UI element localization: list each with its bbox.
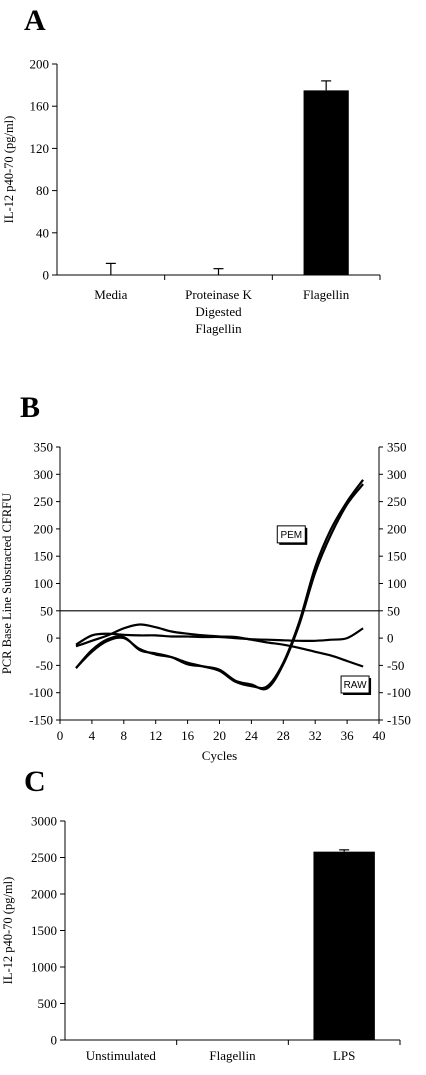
y-tick-label-right: 100 [387, 576, 407, 591]
y-tick-label: 200 [30, 57, 50, 72]
y-tick-label: 160 [30, 99, 50, 114]
category-label: Flagellin [303, 287, 350, 302]
x-tick-label: 40 [373, 728, 386, 743]
y-tick-label-left: -150 [29, 713, 53, 728]
x-tick-label: 12 [149, 728, 162, 743]
y-tick-label-left: 0 [47, 631, 54, 646]
y-axis-label: IL-12 p40-70 (pg/ml) [2, 116, 16, 224]
x-tick-label: 32 [309, 728, 322, 743]
y-tick-label-left: 50 [40, 603, 53, 618]
chart-c: 0 500 1000 1500 2000 2500 3000 IL-12 p40-70 (pg… [1, 814, 400, 1064]
y-tick-label-left: 300 [34, 467, 54, 482]
y-tick-label: 500 [38, 996, 58, 1011]
annotation-pem: PEM [277, 526, 307, 545]
y-tick-label-right: 250 [387, 494, 407, 509]
annotation-raw: RAW [341, 676, 371, 695]
y-tick-label-left: 150 [34, 549, 54, 564]
y-tick-label-right: 350 [387, 440, 407, 455]
series-line-3 [76, 484, 363, 689]
y-tick-label-right: 300 [387, 467, 407, 482]
panel-letter-a: A [24, 4, 46, 37]
series-line-1 [76, 624, 363, 666]
y-tick-label-right: 200 [387, 521, 407, 536]
x-tick-label: 20 [213, 728, 226, 743]
y-tick-label-left: 200 [34, 521, 54, 536]
chart-a: 0 40 80 120 160 200 IL-12 p40-70 (pg/ml) Media P… [2, 57, 380, 337]
chart-b: -150 -150 -100 -100 -50 -50 0 0 50 50 100 100 150 150… [0, 440, 411, 764]
panel-letter-b: B [20, 391, 40, 424]
y-tick-label-left: 350 [34, 440, 54, 455]
y-tick-label-right: 0 [387, 631, 394, 646]
y-tick-label: 1500 [31, 923, 57, 938]
y-tick-label: 2000 [31, 887, 57, 902]
bar [304, 90, 349, 275]
y-tick-label: 2500 [31, 850, 57, 865]
category-label: Media [94, 287, 127, 302]
annotation-label: PEM [280, 530, 302, 541]
x-axis-label: Cycles [202, 748, 237, 763]
y-tick-label-right: -100 [387, 685, 411, 700]
y-tick-label: 3000 [31, 814, 57, 829]
x-tick-label: 8 [121, 728, 128, 743]
y-tick-label: 0 [51, 1033, 58, 1048]
y-tick-label-left: -50 [36, 658, 53, 673]
x-tick-label: 16 [181, 728, 195, 743]
x-tick-label: 24 [245, 728, 259, 743]
category-label: Flagellin [195, 321, 242, 336]
y-axis-label: PCR Base Line Substracted CFRFU [0, 493, 14, 674]
y-tick-label: 40 [36, 225, 49, 240]
series-line-2 [76, 480, 363, 688]
panel-letter-c: C [24, 765, 46, 798]
y-tick-label: 0 [43, 268, 50, 283]
category-label: Flagellin [209, 1048, 256, 1063]
x-tick-label: 0 [57, 728, 64, 743]
category-label: LPS [333, 1048, 355, 1063]
y-tick-label-right: -50 [387, 658, 404, 673]
x-tick-label: 4 [89, 728, 96, 743]
bar [313, 852, 374, 1040]
annotation-label: RAW [344, 680, 368, 691]
y-tick-label-left: -100 [29, 685, 53, 700]
category-label: Unstimulated [86, 1048, 157, 1063]
x-tick-label: 36 [341, 728, 355, 743]
y-tick-label: 80 [36, 183, 49, 198]
category-label: Digested [195, 304, 242, 319]
y-tick-label: 1000 [31, 960, 57, 975]
y-tick-label-left: 250 [34, 494, 54, 509]
category-label: Proteinase K [185, 287, 252, 302]
y-tick-label-right: 50 [387, 603, 400, 618]
x-tick-label: 28 [277, 728, 290, 743]
y-tick-label-right: -150 [387, 713, 411, 728]
y-tick-label-right: 150 [387, 549, 407, 564]
y-tick-label-left: 100 [34, 576, 54, 591]
y-tick-label: 120 [30, 141, 50, 156]
y-axis-label: IL-12 p40-70 (pg/ml) [1, 877, 15, 985]
